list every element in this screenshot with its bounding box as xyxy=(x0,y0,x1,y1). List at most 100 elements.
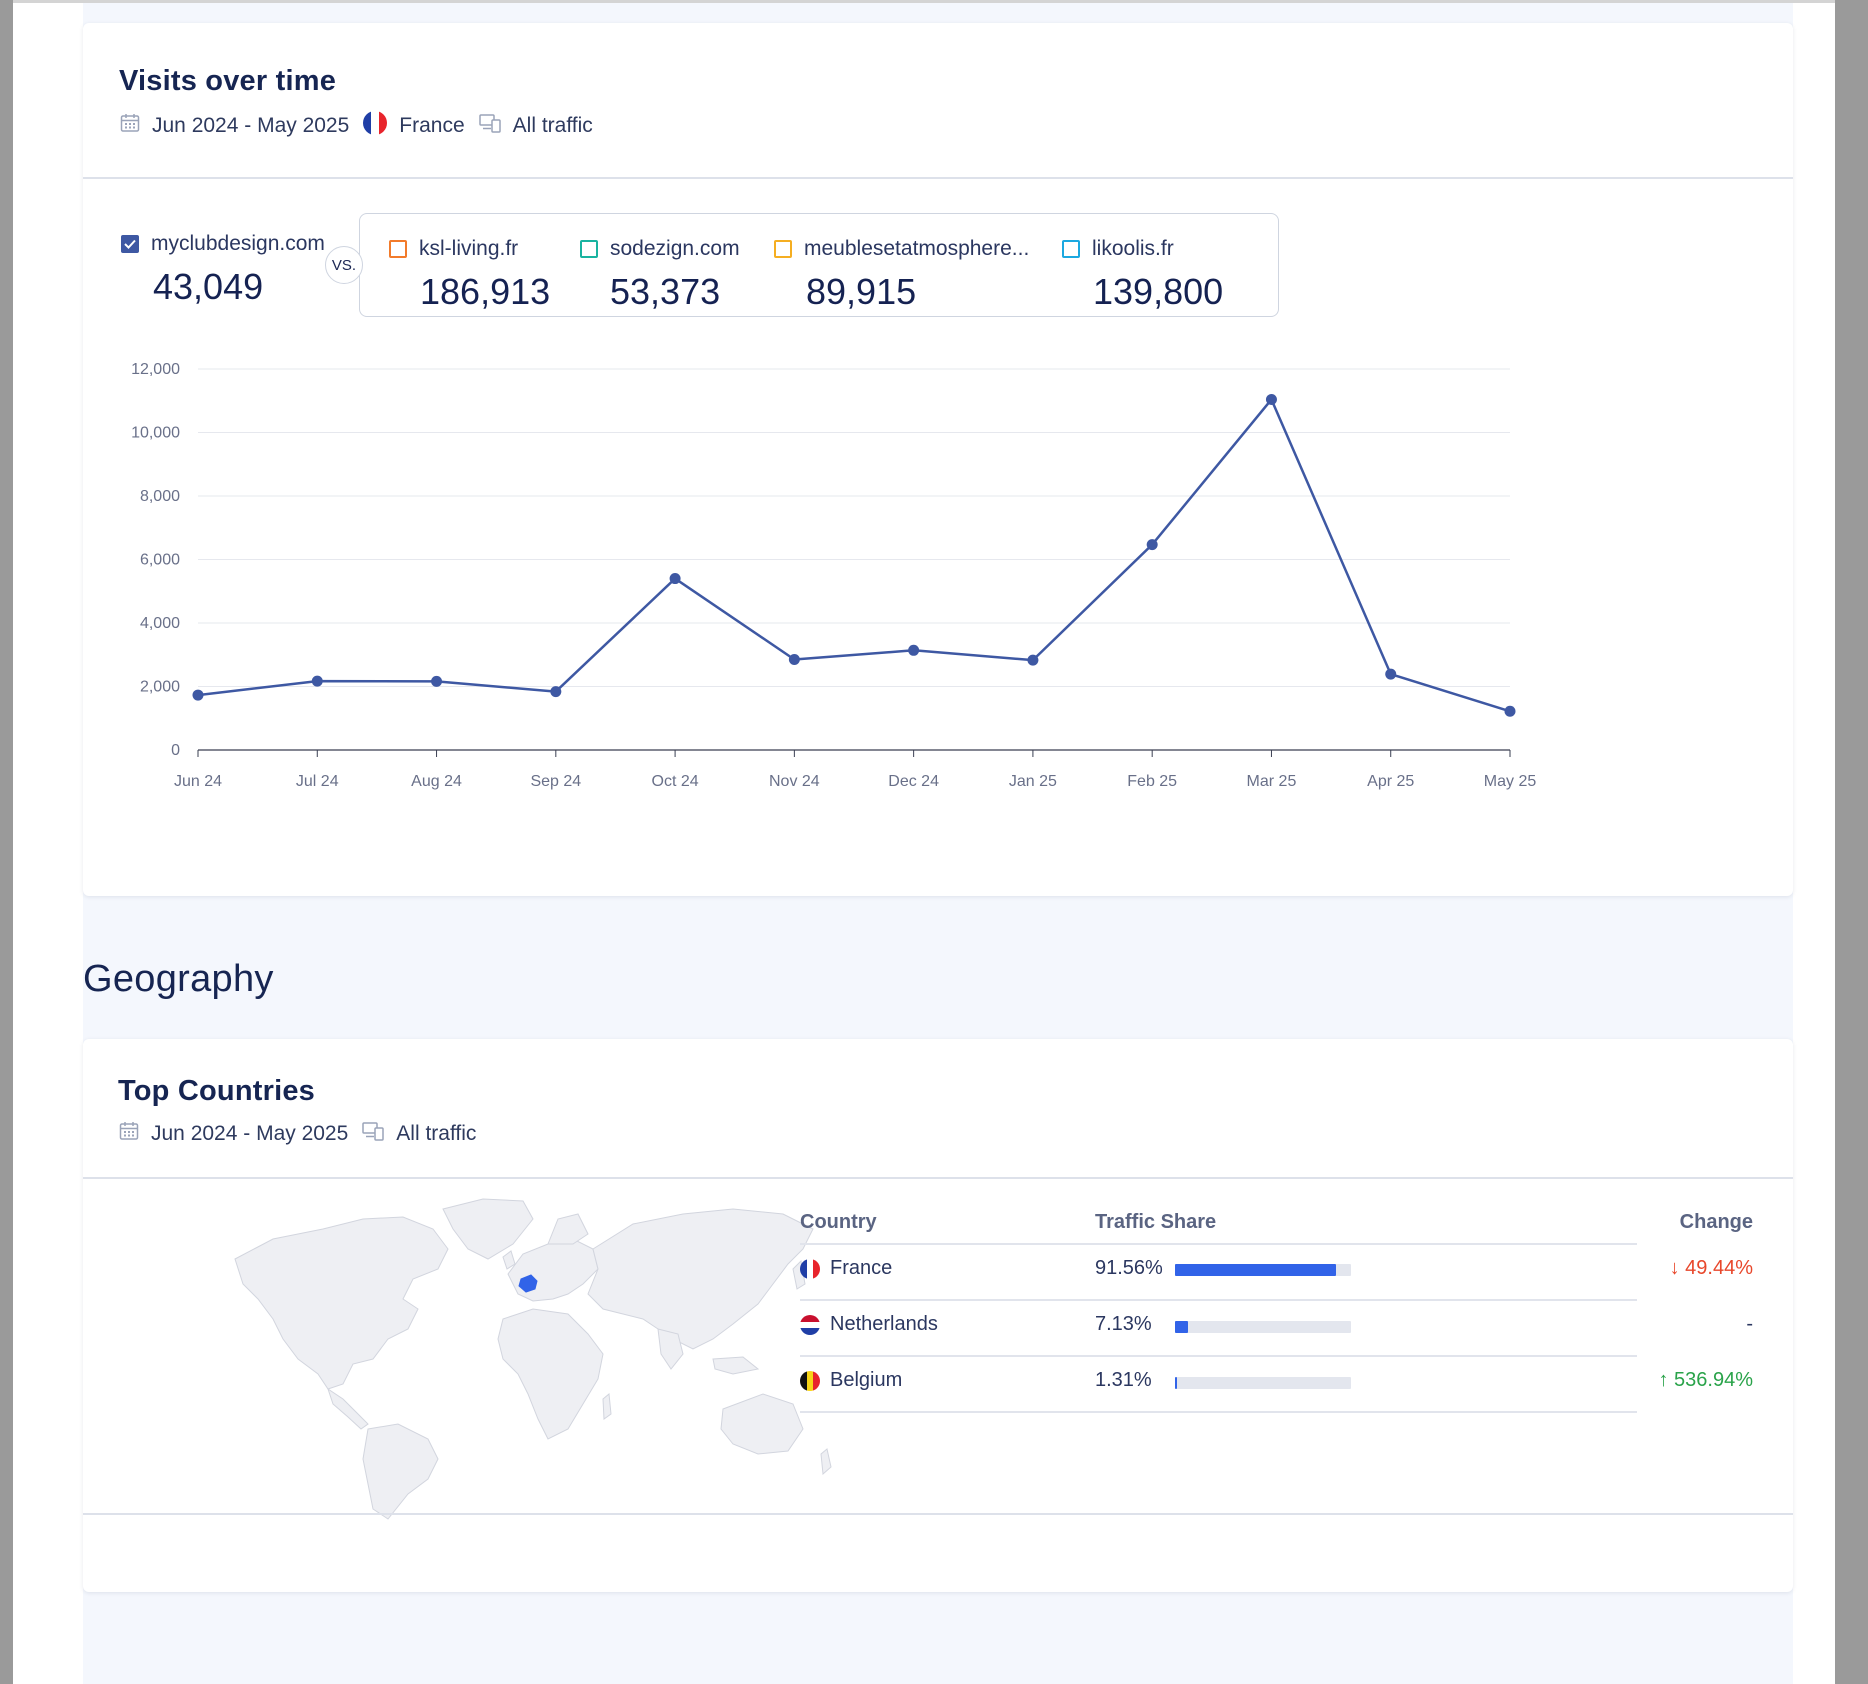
page: Visits over time Jun 2024 - May 2025 Fra… xyxy=(13,3,1835,1684)
data-point xyxy=(431,675,443,687)
card-title: Visits over time xyxy=(119,65,337,97)
data-point xyxy=(1504,705,1516,717)
x-tick-label: May 25 xyxy=(1484,773,1537,790)
card-filters: Jun 2024 - May 2025 All traffic xyxy=(119,1121,490,1147)
window-scrollbar[interactable] xyxy=(1835,0,1868,1684)
europe-shape[interactable] xyxy=(507,1238,599,1302)
legend-site-name: likoolis.fr xyxy=(1092,237,1174,260)
table-row-divider xyxy=(800,1299,1637,1301)
x-tick-label: Oct 24 xyxy=(652,773,699,790)
netherlands-flag-icon xyxy=(800,1314,820,1335)
window-gutter-left xyxy=(0,0,13,1684)
legend-competitor-sodezign[interactable]: sodezign.com 53,373 xyxy=(580,237,740,313)
top-countries-card: Top Countries Jun 2024 - May 2025 All tr… xyxy=(83,1039,1793,1592)
devices-icon xyxy=(478,113,501,139)
change-value: ↓ 49.44% xyxy=(1669,1257,1753,1279)
data-point xyxy=(550,686,562,698)
india-shape[interactable] xyxy=(657,1328,684,1370)
traffic-share-value: 1.31% xyxy=(1095,1369,1152,1391)
central-america-shape[interactable] xyxy=(327,1387,369,1430)
y-tick-label: 12,000 xyxy=(131,361,180,378)
vs-badge: VS. xyxy=(325,246,363,284)
table-row-belgium[interactable]: Belgium xyxy=(800,1369,902,1392)
australia-shape[interactable] xyxy=(720,1393,804,1455)
legend-main-site[interactable]: myclubdesign.com 43,049 xyxy=(121,232,325,308)
country-name: France xyxy=(830,1257,893,1279)
data-point xyxy=(192,689,204,701)
traffic-share-bar xyxy=(1175,1321,1351,1333)
checkbox-unchecked-icon[interactable] xyxy=(580,240,598,258)
x-tick-label: Nov 24 xyxy=(769,773,820,790)
column-header-change[interactable]: Change xyxy=(1679,1211,1753,1233)
column-header-traffic-share[interactable]: Traffic Share xyxy=(1095,1211,1217,1233)
x-tick-label: Dec 24 xyxy=(888,773,939,790)
legend-site-value: 43,049 xyxy=(153,266,264,307)
checkbox-unchecked-icon[interactable] xyxy=(389,240,407,258)
uk-shape[interactable] xyxy=(502,1250,516,1270)
greenland-shape[interactable] xyxy=(442,1198,534,1260)
series-line xyxy=(197,398,1511,713)
table-row-netherlands[interactable]: Netherlands xyxy=(800,1313,938,1336)
traffic-share-value: 91.56% xyxy=(1095,1257,1163,1279)
window-top-edge xyxy=(13,0,1835,3)
date-range: Jun 2024 - May 2025 xyxy=(151,1122,349,1145)
data-point xyxy=(1265,393,1277,405)
data-point xyxy=(669,573,681,585)
table-header-divider xyxy=(800,1243,1637,1245)
belgium-flag-icon xyxy=(800,1370,820,1391)
y-tick-label: 6,000 xyxy=(140,552,180,569)
legend-competitor-ksl-living[interactable]: ksl-living.fr 186,913 xyxy=(389,237,550,313)
card-title: Top Countries xyxy=(118,1075,315,1107)
scandinavia-shape[interactable] xyxy=(547,1213,589,1245)
y-tick-label: 10,000 xyxy=(131,425,180,442)
checkbox-unchecked-icon[interactable] xyxy=(774,240,792,258)
france-flag-icon xyxy=(363,111,388,141)
data-point xyxy=(311,675,323,687)
madagascar-shape[interactable] xyxy=(602,1393,612,1420)
table-row-france[interactable]: France xyxy=(800,1257,892,1280)
x-tick-label: Aug 24 xyxy=(411,773,462,790)
france-highlight-shape[interactable] xyxy=(518,1274,538,1293)
north-america-shape[interactable] xyxy=(234,1216,449,1390)
x-tick-label: Mar 25 xyxy=(1247,773,1297,790)
traffic-share-bar xyxy=(1175,1264,1351,1276)
legend-competitor-likoolis[interactable]: likoolis.fr 139,800 xyxy=(1062,237,1223,313)
y-tick-label: 2,000 xyxy=(140,679,180,696)
legend-site-name: sodezign.com xyxy=(610,237,740,260)
country-name: Netherlands xyxy=(830,1313,938,1335)
date-range: Jun 2024 - May 2025 xyxy=(152,114,350,137)
data-point xyxy=(1146,539,1158,551)
card-header-divider xyxy=(83,1177,1793,1179)
traffic-share-bar-fill xyxy=(1175,1264,1337,1276)
competitors-box xyxy=(359,213,1279,317)
x-tick-label: Jun 24 xyxy=(174,773,222,790)
country-filter: France xyxy=(399,114,465,137)
x-tick-label: Feb 25 xyxy=(1127,773,1177,790)
country-name: Belgium xyxy=(830,1369,903,1391)
x-tick-label: Jul 24 xyxy=(296,773,339,790)
world-map[interactable] xyxy=(203,1189,893,1529)
legend-site-name: ksl-living.fr xyxy=(419,237,519,260)
traffic-filter: All traffic xyxy=(396,1122,477,1145)
asia-shape[interactable] xyxy=(587,1208,814,1350)
data-point xyxy=(788,654,800,666)
traffic-share-value: 7.13% xyxy=(1095,1313,1152,1335)
y-tick-label: 4,000 xyxy=(140,615,180,632)
card-filters: Jun 2024 - May 2025 France All traffic xyxy=(120,111,607,141)
south-america-shape[interactable] xyxy=(362,1423,439,1520)
arrow-up-icon: ↑ xyxy=(1658,1369,1669,1391)
table-row-divider xyxy=(800,1355,1637,1357)
column-header-country[interactable]: Country xyxy=(800,1211,877,1233)
checkbox-checked-icon[interactable] xyxy=(121,235,139,253)
legend-site-name: meublesetatmosphere... xyxy=(804,237,1030,260)
arrow-down-icon: ↓ xyxy=(1669,1257,1680,1279)
x-tick-label: Apr 25 xyxy=(1367,773,1414,790)
indonesia-shape[interactable] xyxy=(712,1356,760,1375)
legend-site-value: 186,913 xyxy=(420,271,551,312)
africa-shape[interactable] xyxy=(497,1308,604,1440)
devices-icon xyxy=(362,1121,385,1147)
legend-competitor-meublesetatmosphere[interactable]: meublesetatmosphere... 89,915 xyxy=(774,237,1029,313)
data-point xyxy=(1385,668,1397,680)
new-zealand-shape[interactable] xyxy=(820,1448,832,1476)
checkbox-unchecked-icon[interactable] xyxy=(1062,240,1080,258)
